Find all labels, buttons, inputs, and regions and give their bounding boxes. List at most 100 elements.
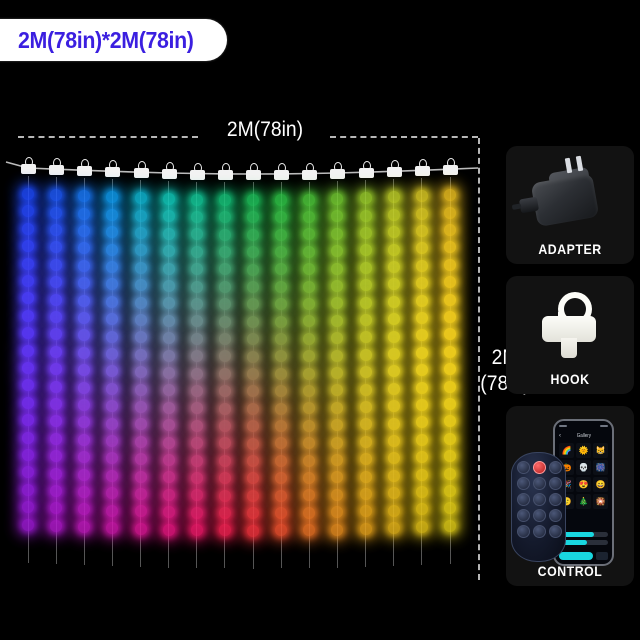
remote-button[interactable] <box>517 477 530 490</box>
status-signal-icon <box>559 424 567 427</box>
led-bulb <box>106 417 119 430</box>
led-bulb <box>247 228 260 241</box>
led-bulb <box>22 518 34 531</box>
led-bulb <box>275 367 288 380</box>
pattern-thumbnail[interactable]: 🌞 <box>576 443 591 458</box>
led-bulb <box>190 263 203 276</box>
remote-button[interactable] <box>517 461 530 474</box>
led-bulb <box>303 506 316 519</box>
led-bulb <box>331 419 344 432</box>
led-bulb <box>190 506 203 519</box>
led-bulb <box>190 384 203 397</box>
led-bulb <box>303 350 316 363</box>
remote-button[interactable] <box>533 493 546 506</box>
led-bulb <box>162 401 175 414</box>
led-bulb <box>387 260 400 273</box>
led-bulb <box>134 418 147 431</box>
led-bulb <box>444 223 456 236</box>
led-bulb <box>275 350 288 363</box>
led-bulb <box>134 488 147 501</box>
led-bulb <box>190 524 203 537</box>
pattern-thumbnail[interactable]: 🎆 <box>593 460 608 475</box>
back-chevron-icon[interactable]: ‹ <box>559 433 561 439</box>
pattern-thumbnail[interactable]: 🎇 <box>593 494 608 509</box>
led-bulb <box>387 313 400 326</box>
pattern-thumbnail[interactable]: 🎄 <box>576 494 591 509</box>
led-bulb <box>303 263 316 276</box>
led-bulb <box>190 297 203 310</box>
led-bulb <box>247 472 260 485</box>
remote-control <box>511 452 566 562</box>
led-bulb <box>415 381 428 394</box>
led-bulb <box>331 523 344 536</box>
accessory-panel-control: ‹ Gallery 🌈 🌞 😸 🎃 💀 🎆 🎉 😍 😄 🙂 🎄 🎇 CONTROL <box>506 406 634 586</box>
app-slider[interactable] <box>559 540 608 545</box>
led-bulb <box>134 209 147 222</box>
pattern-thumbnail[interactable]: 😸 <box>593 443 608 458</box>
remote-button[interactable] <box>517 509 530 522</box>
app-settings-button[interactable] <box>596 552 608 560</box>
led-bulb <box>359 366 372 379</box>
remote-button[interactable] <box>533 477 546 490</box>
led-bulb <box>134 470 147 483</box>
led-bulb <box>78 346 91 359</box>
app-slider[interactable] <box>559 532 608 537</box>
led-bulb <box>106 521 119 534</box>
led-bulb <box>444 415 456 428</box>
led-bulb <box>218 507 231 520</box>
led-bulb <box>275 402 288 415</box>
led-bulb <box>331 384 344 397</box>
led-bulb <box>50 276 63 289</box>
led-bulb <box>22 501 34 514</box>
led-bulb <box>331 279 344 292</box>
led-bulb <box>22 431 34 444</box>
remote-button[interactable] <box>533 525 546 538</box>
pattern-thumbnail[interactable]: 🌈 <box>559 443 574 458</box>
led-bulb <box>359 244 372 257</box>
led-bulb <box>78 486 91 499</box>
phone-status-bar <box>555 421 612 430</box>
pattern-thumbnail[interactable]: 😍 <box>576 477 591 492</box>
led-bulb <box>415 468 428 481</box>
strand-hook <box>443 158 458 176</box>
remote-button[interactable] <box>549 461 562 474</box>
led-bulb <box>190 402 203 415</box>
led-bulb <box>162 332 175 345</box>
remote-button[interactable] <box>549 509 562 522</box>
led-bulb <box>387 452 400 465</box>
remote-power-button[interactable] <box>533 461 546 474</box>
led-bulb <box>247 455 260 467</box>
led-bulb <box>359 505 372 518</box>
remote-button[interactable] <box>549 477 562 490</box>
led-bulb <box>22 309 34 322</box>
led-bulb <box>218 298 231 311</box>
remote-button[interactable] <box>517 525 530 538</box>
pattern-thumbnail[interactable]: 💀 <box>576 460 591 475</box>
led-bulb <box>275 333 288 346</box>
led-bulb <box>247 437 260 450</box>
remote-button[interactable] <box>549 493 562 506</box>
led-bulb <box>22 205 34 218</box>
accessory-panel-adapter: ADAPTER <box>506 146 634 264</box>
led-bulb <box>78 207 91 220</box>
led-bulb <box>134 296 147 309</box>
led-bulb <box>218 315 231 328</box>
led-bulb <box>106 382 119 395</box>
led-bulb <box>359 314 372 327</box>
remote-button[interactable] <box>549 525 562 538</box>
pattern-thumbnail[interactable]: 😄 <box>593 477 608 492</box>
led-bulb <box>247 385 260 398</box>
led-bulb <box>218 489 231 502</box>
led-bulb <box>387 295 400 308</box>
led-bulb <box>218 402 231 415</box>
led-bulb <box>78 520 91 533</box>
led-bulb <box>303 384 316 397</box>
led-bulb <box>190 454 203 467</box>
led-bulb <box>415 364 428 377</box>
remote-button[interactable] <box>533 509 546 522</box>
remote-button[interactable] <box>517 493 530 506</box>
led-bulb <box>444 363 456 376</box>
led-bulb <box>134 348 147 361</box>
led-bulb <box>387 191 400 204</box>
app-apply-button[interactable] <box>559 552 593 560</box>
